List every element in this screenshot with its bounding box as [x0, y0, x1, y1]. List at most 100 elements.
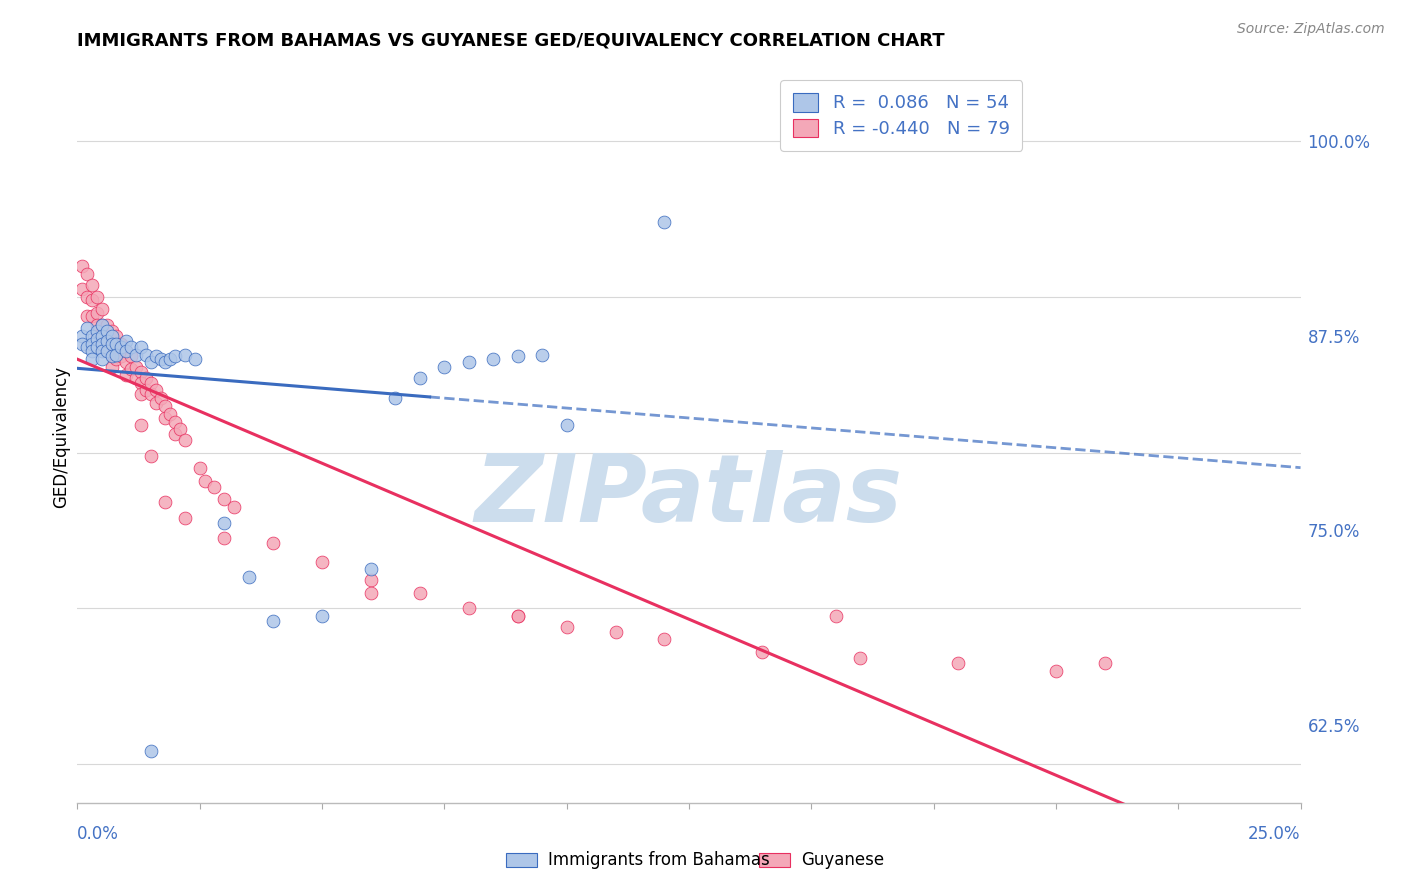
Point: [70, 336, 93, 351]
Point: [145, 349, 167, 363]
Point: [80, 293, 103, 307]
Point: [149, 352, 172, 367]
Point: [311, 609, 333, 624]
Point: [129, 376, 152, 390]
Point: [70, 259, 93, 273]
Point: [90, 329, 112, 343]
Point: [86, 305, 108, 319]
Point: [751, 645, 773, 659]
Point: [80, 277, 103, 292]
Text: IMMIGRANTS FROM BAHAMAS VS GUYANESE GED/EQUIVALENCY CORRELATION CHART: IMMIGRANTS FROM BAHAMAS VS GUYANESE GED/…: [77, 31, 945, 49]
Point: [76, 309, 98, 323]
Point: [100, 336, 122, 351]
Point: [115, 344, 138, 359]
Point: [110, 340, 132, 354]
Point: [238, 570, 260, 584]
Point: [86, 318, 108, 332]
Point: [311, 555, 333, 569]
Point: [174, 511, 197, 525]
Point: [70, 329, 93, 343]
Point: [120, 340, 142, 354]
Point: [86, 324, 108, 338]
Point: [80, 309, 103, 323]
Point: [165, 427, 187, 442]
Point: [105, 340, 128, 354]
Point: [76, 340, 98, 354]
Point: [90, 344, 112, 359]
Point: [165, 415, 187, 429]
Point: [96, 344, 118, 359]
Point: [110, 336, 132, 351]
Point: [129, 365, 152, 379]
Point: [90, 318, 112, 332]
Point: [90, 318, 112, 332]
Text: 0.0%: 0.0%: [77, 825, 120, 843]
Point: [120, 349, 142, 363]
Point: [531, 348, 554, 362]
Text: 25.0%: 25.0%: [1249, 825, 1301, 843]
Point: [506, 609, 529, 624]
Point: [555, 417, 578, 432]
Point: [96, 324, 118, 338]
Point: [110, 349, 132, 363]
Point: [80, 336, 103, 351]
Point: [100, 349, 122, 363]
Point: [96, 344, 118, 359]
Point: [202, 480, 225, 494]
Point: [212, 531, 235, 545]
Point: [506, 349, 529, 363]
Point: [188, 461, 211, 475]
Point: [125, 371, 148, 385]
Point: [262, 614, 284, 628]
Point: [100, 329, 122, 343]
Text: ZIPatlas: ZIPatlas: [475, 450, 903, 541]
Point: [76, 267, 98, 281]
Point: [139, 386, 162, 401]
Point: [174, 348, 197, 362]
Point: [155, 411, 177, 425]
Point: [360, 562, 382, 576]
Point: [90, 340, 112, 354]
Point: [86, 332, 108, 346]
Point: [159, 352, 181, 367]
Point: [605, 624, 627, 639]
Point: [1094, 656, 1116, 670]
Point: [125, 359, 148, 374]
Point: [824, 609, 846, 624]
Point: [139, 376, 162, 390]
Point: [555, 620, 578, 634]
Point: [174, 433, 197, 447]
Point: [155, 399, 177, 413]
Point: [149, 391, 172, 405]
Point: [654, 215, 676, 229]
Point: [115, 344, 138, 359]
Point: [115, 355, 138, 369]
Y-axis label: GED/Equivalency: GED/Equivalency: [52, 366, 70, 508]
Point: [409, 371, 432, 385]
Point: [360, 574, 382, 588]
Text: Immigrants from Bahamas: Immigrants from Bahamas: [548, 851, 770, 869]
Point: [409, 585, 432, 599]
Point: [433, 359, 456, 374]
Point: [100, 336, 122, 351]
Point: [105, 352, 128, 367]
Point: [165, 349, 187, 363]
Point: [212, 516, 235, 530]
Point: [115, 368, 138, 382]
Point: [96, 334, 118, 348]
Point: [360, 585, 382, 599]
Text: Source: ZipAtlas.com: Source: ZipAtlas.com: [1237, 22, 1385, 37]
Text: Guyanese: Guyanese: [801, 851, 884, 869]
Point: [100, 349, 122, 363]
Point: [135, 384, 157, 398]
Point: [222, 500, 245, 515]
Point: [125, 348, 148, 362]
Point: [96, 318, 118, 332]
Point: [849, 651, 872, 665]
Point: [135, 371, 157, 385]
Point: [506, 609, 529, 624]
Point: [946, 656, 969, 670]
Point: [129, 417, 152, 432]
Point: [155, 355, 177, 369]
Point: [120, 361, 142, 376]
